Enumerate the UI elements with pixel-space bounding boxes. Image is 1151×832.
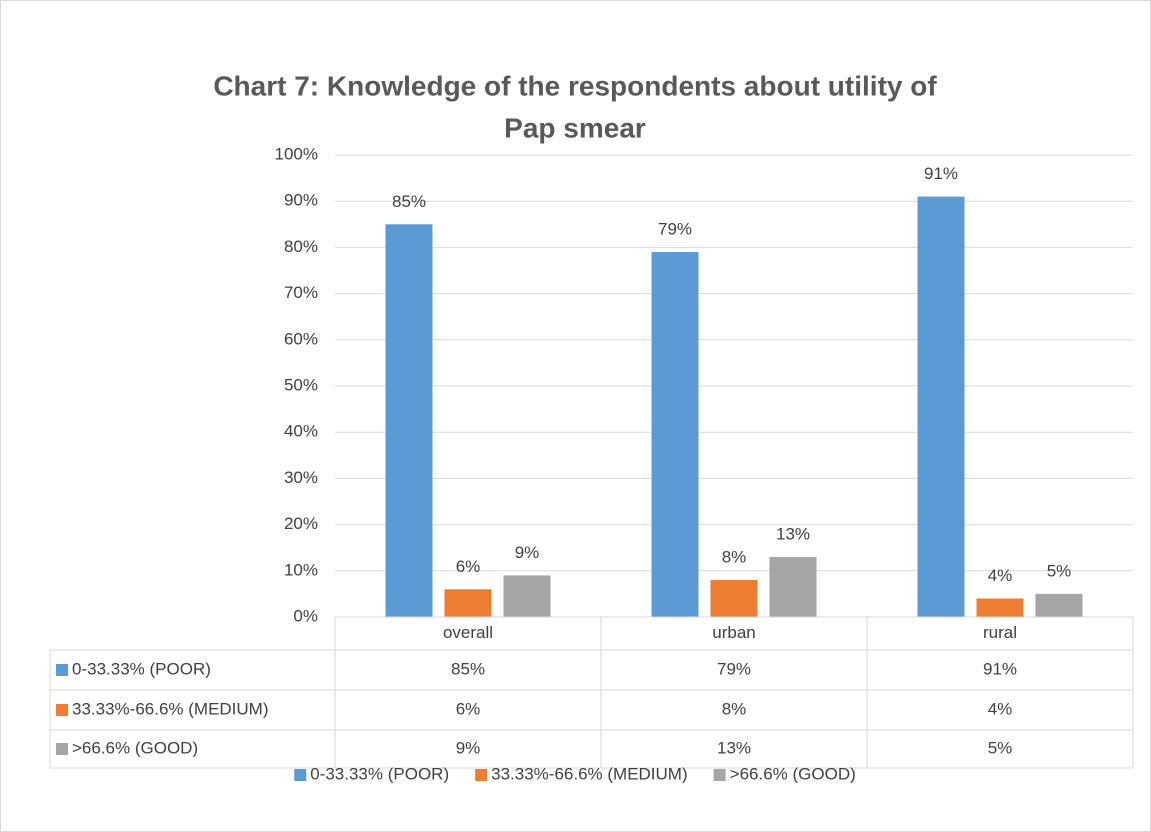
value-label: 4% xyxy=(988,566,1013,585)
bar xyxy=(917,196,965,617)
value-label: 91% xyxy=(924,164,958,183)
table-cell: 85% xyxy=(451,659,485,678)
table-cell: 91% xyxy=(983,659,1017,678)
y-tick-label: 80% xyxy=(284,237,318,256)
table-cell: 4% xyxy=(988,699,1013,718)
table-cell: 9% xyxy=(456,738,481,757)
table-cell: 79% xyxy=(717,659,751,678)
table-cell: 6% xyxy=(456,699,481,718)
table-cell: 8% xyxy=(722,699,747,718)
legend-key xyxy=(475,769,488,781)
y-tick-label: 40% xyxy=(284,422,318,441)
x-tick-label: rural xyxy=(983,623,1017,642)
legend-label: 33.33%-66.6% (MEDIUM) xyxy=(491,764,688,783)
value-label: 9% xyxy=(515,543,540,562)
y-tick-label: 10% xyxy=(284,560,318,579)
legend-key xyxy=(713,769,726,781)
table-legend-key xyxy=(56,664,68,676)
y-tick-label: 70% xyxy=(284,283,318,302)
table-cell: 5% xyxy=(988,738,1013,757)
y-tick-label: 20% xyxy=(284,514,318,533)
value-label: 79% xyxy=(658,220,692,239)
chart-title: Pap smear xyxy=(504,112,646,143)
bar xyxy=(444,589,492,617)
table-cell: 13% xyxy=(717,738,751,757)
x-tick-label: overall xyxy=(443,623,493,642)
y-tick-label: 60% xyxy=(284,329,318,348)
y-tick-label: 100% xyxy=(275,144,318,163)
table-series-name: >66.6% (GOOD) xyxy=(72,738,198,757)
value-label: 8% xyxy=(722,548,747,567)
y-tick-label: 0% xyxy=(293,606,318,625)
value-label: 6% xyxy=(456,557,481,576)
table-legend-key xyxy=(56,743,68,755)
bar xyxy=(385,224,433,618)
bar xyxy=(1035,593,1083,617)
bar xyxy=(710,580,758,617)
table-series-name: 0-33.33% (POOR) xyxy=(72,659,211,678)
legend-label: >66.6% (GOOD) xyxy=(730,764,856,783)
table-legend-key xyxy=(56,704,68,716)
value-label: 85% xyxy=(392,192,426,211)
y-tick-label: 30% xyxy=(284,468,318,487)
x-tick-label: urban xyxy=(712,623,755,642)
bar xyxy=(769,556,817,617)
table-series-name: 33.33%-66.6% (MEDIUM) xyxy=(72,699,269,718)
bar xyxy=(651,252,699,617)
y-tick-label: 90% xyxy=(284,191,318,210)
chart-title: Chart 7: Knowledge of the respondents ab… xyxy=(213,70,937,101)
bar xyxy=(976,598,1024,617)
legend-label: 0-33.33% (POOR) xyxy=(310,764,449,783)
value-label: 5% xyxy=(1047,561,1072,580)
y-tick-label: 50% xyxy=(284,375,318,394)
legend-key xyxy=(294,769,307,781)
bar xyxy=(503,575,551,617)
value-label: 13% xyxy=(776,524,810,543)
